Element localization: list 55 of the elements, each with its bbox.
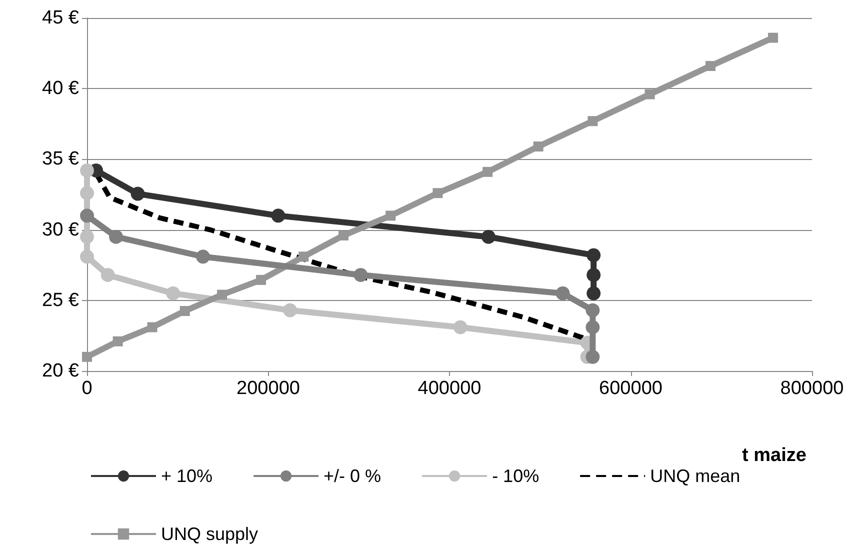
- point: [432, 188, 443, 198]
- legend-label: - 10%: [492, 466, 540, 486]
- point: [453, 320, 468, 334]
- point: [80, 250, 94, 264]
- point: [80, 164, 94, 178]
- point: [586, 320, 600, 334]
- point: [644, 89, 655, 100]
- x-axis-title: t maize: [742, 445, 806, 466]
- point: [586, 286, 601, 300]
- point: [100, 268, 115, 282]
- point: [386, 210, 396, 221]
- point: [588, 116, 598, 126]
- point: [586, 248, 601, 262]
- point: [586, 268, 601, 282]
- legend-label: + 10%: [161, 466, 213, 486]
- point: [80, 208, 94, 223]
- point: [768, 32, 778, 43]
- point: [481, 230, 496, 244]
- point: [338, 230, 348, 240]
- y-tick-label: 30 €: [42, 219, 80, 240]
- point: [533, 141, 544, 152]
- y-tick-label: 40 €: [42, 78, 80, 100]
- point: [482, 166, 493, 177]
- y-tick-label: 20 €: [42, 360, 80, 382]
- point: [706, 61, 716, 72]
- x-tick-label: 600000: [599, 378, 662, 399]
- y-tick-label: 35 €: [42, 148, 80, 170]
- legend-label: UNQ mean: [650, 466, 740, 486]
- point: [80, 186, 94, 200]
- x-tick-label: 0: [82, 378, 92, 399]
- point: [109, 230, 123, 244]
- point: [196, 250, 210, 264]
- point: [256, 274, 266, 285]
- point: [112, 336, 123, 346]
- point: [283, 303, 297, 318]
- point: [80, 230, 94, 244]
- point: [556, 286, 570, 300]
- y-tick-label: 45 €: [42, 8, 80, 28]
- point: [147, 322, 158, 332]
- point: [130, 186, 145, 201]
- point: [180, 306, 190, 316]
- legend-label: +/- 0 %: [324, 466, 382, 486]
- legend-label: UNQ supply: [161, 524, 258, 544]
- point: [217, 290, 228, 300]
- point: [271, 208, 286, 223]
- point: [354, 268, 368, 282]
- point: [586, 350, 600, 364]
- x-tick-label: 200000: [236, 378, 300, 399]
- point: [82, 352, 92, 362]
- x-tick-label: 400000: [418, 378, 482, 399]
- point: [586, 303, 600, 318]
- y-tick-label: 25 €: [42, 290, 80, 311]
- point: [166, 286, 180, 300]
- point: [298, 252, 309, 262]
- x-tick-label: 800000: [780, 378, 844, 399]
